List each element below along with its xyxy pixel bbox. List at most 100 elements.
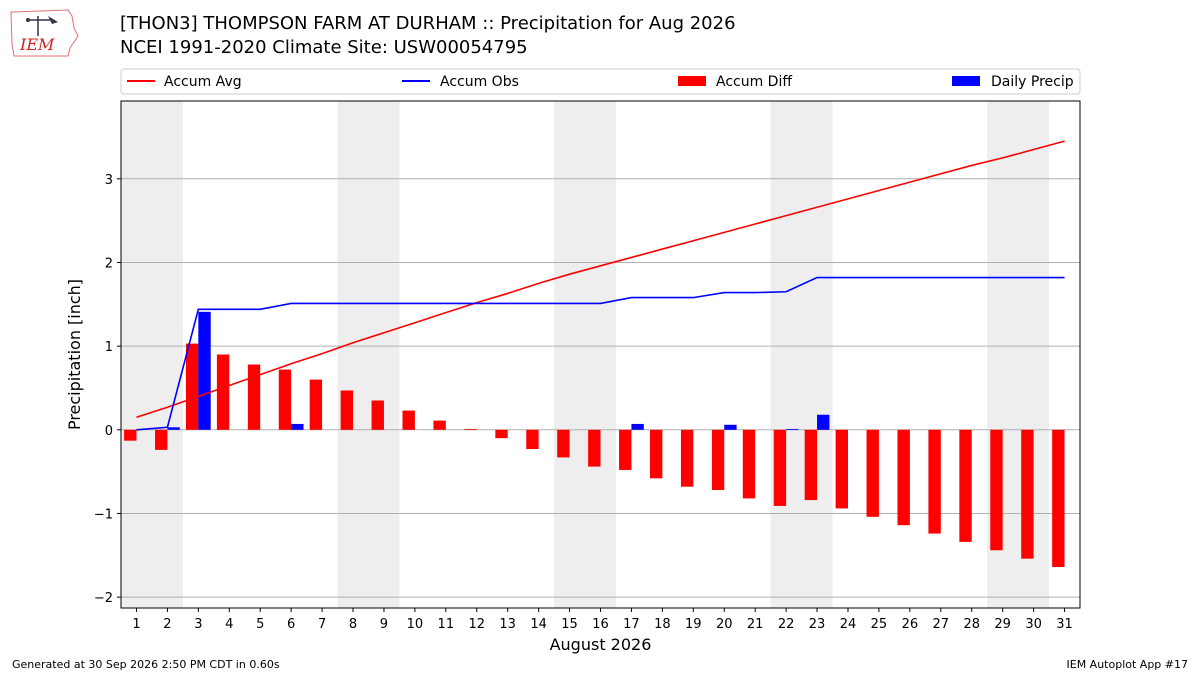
x-tick-label: 14 [530,617,547,632]
daily-precip-bar [167,427,180,430]
accum-diff-bar [866,429,879,517]
accum-diff-bar [990,429,1003,551]
accum-diff-bar [959,429,972,542]
accum-diff-bar [402,410,415,430]
y-tick-label: 1 [105,340,113,355]
accum-diff-bar [711,429,725,491]
weekend-shading [770,101,833,608]
accum-diff-bar [1052,429,1065,568]
x-tick-label: 19 [685,617,702,632]
weekend-shading [337,101,400,608]
daily-precip-bar [291,423,304,430]
accum-diff-bar [340,390,354,430]
accum-diff-bar [495,429,508,439]
x-tick-label: 4 [225,617,233,632]
accum-diff-bar [124,429,137,441]
chart-subtitle: NCEI 1991-2020 Climate Site: USW00054795 [120,37,528,58]
accum-diff-bar [433,420,446,430]
app-label: IEM Autoplot App #17 [1066,658,1189,671]
x-tick-label: 24 [840,617,857,632]
x-tick-label: 7 [318,617,326,632]
weather-vane [48,16,58,24]
x-tick-label: 3 [194,617,202,632]
daily-precip-bar [786,428,799,430]
x-tick-label: 25 [871,617,888,632]
y-tick-label: −2 [94,591,113,606]
x-tick-label: 22 [778,617,795,632]
accum-diff-bar [742,429,756,499]
accum-diff-bar [557,429,570,458]
x-tick-label: 27 [933,617,950,632]
x-tick-label: 29 [994,617,1011,632]
x-tick-label: 23 [809,617,826,632]
y-tick-label: 2 [105,256,113,271]
y-tick-label: 0 [105,424,113,439]
accum-diff-bar [835,429,848,509]
weekend-shading [121,101,183,608]
accum-diff-bar [278,369,292,430]
accum-diff-bar [804,429,818,501]
x-tick-label: 9 [380,617,388,632]
accum-diff-bar [309,379,323,430]
legend-swatch-accum-diff [678,76,706,86]
legend-label-daily-precip: Daily Precip [991,74,1074,90]
x-tick-label: 17 [623,617,640,632]
x-tick-label: 21 [747,617,764,632]
logo-text: IEM [19,35,55,54]
accum-diff-bar [1021,429,1034,559]
accum-diff-bar [526,429,539,450]
accum-diff-bar [247,364,261,430]
legend-box [120,68,1081,95]
accum-diff-bar [680,429,694,487]
accum-diff-bar [216,354,230,430]
chart-title: [THON3] THOMPSON FARM AT DURHAM :: Preci… [120,13,736,34]
weekend-shading [554,101,616,608]
accum-diff-bar [155,429,168,450]
iowa-state-outline [10,9,79,57]
accum-diff-bar [588,429,601,467]
x-tick-label: 2 [163,617,171,632]
legend-swatch-daily-precip [952,76,980,86]
x-tick-label: 10 [407,617,424,632]
accum-diff-bar [773,429,787,506]
accum-diff-bar [619,429,632,470]
daily-precip-bar [631,423,644,430]
x-tick-label: 11 [438,617,455,632]
x-tick-label: 16 [592,617,609,632]
x-tick-label: 31 [1056,617,1073,632]
accum-diff-bar [897,429,910,526]
y-tick-label: −1 [94,507,113,522]
x-tick-label: 18 [654,617,671,632]
x-tick-label: 28 [963,617,980,632]
accum-diff-bar [371,400,384,430]
x-tick-label: 1 [132,617,140,632]
y-tick-label: 3 [105,173,113,188]
x-tick-label: 12 [468,617,485,632]
x-tick-label: 26 [902,617,919,632]
y-axis-label: Precipitation [inch] [65,279,84,430]
iem-logo: IEM [10,9,79,57]
legend-label-accum-obs: Accum Obs [440,74,519,90]
accum-diff-bar [464,428,477,430]
x-tick-label: 30 [1025,617,1042,632]
accum-diff-bar [928,429,941,534]
legend-label-accum-diff: Accum Diff [716,74,792,90]
accum-obs-line [136,276,1065,431]
accum-avg-line [136,140,1065,419]
chart-legend: Accum Avg Accum Obs Accum Diff Daily Precip [120,68,1081,95]
x-tick-label: 8 [349,617,357,632]
daily-precip-bar [198,311,211,430]
x-tick-label: 20 [716,617,733,632]
daily-precip-bar [817,414,830,430]
accum-diff-bar [185,343,199,430]
x-tick-label: 5 [256,617,264,632]
plot-area [121,101,1080,608]
generated-timestamp: Generated at 30 Sep 2026 2:50 PM CDT in … [12,658,280,671]
x-tick-label: 6 [287,617,295,632]
x-tick-label: 13 [499,617,516,632]
x-axis-label: August 2026 [550,635,652,654]
accum-diff-bar [649,429,663,479]
legend-label-accum-avg: Accum Avg [164,74,242,90]
